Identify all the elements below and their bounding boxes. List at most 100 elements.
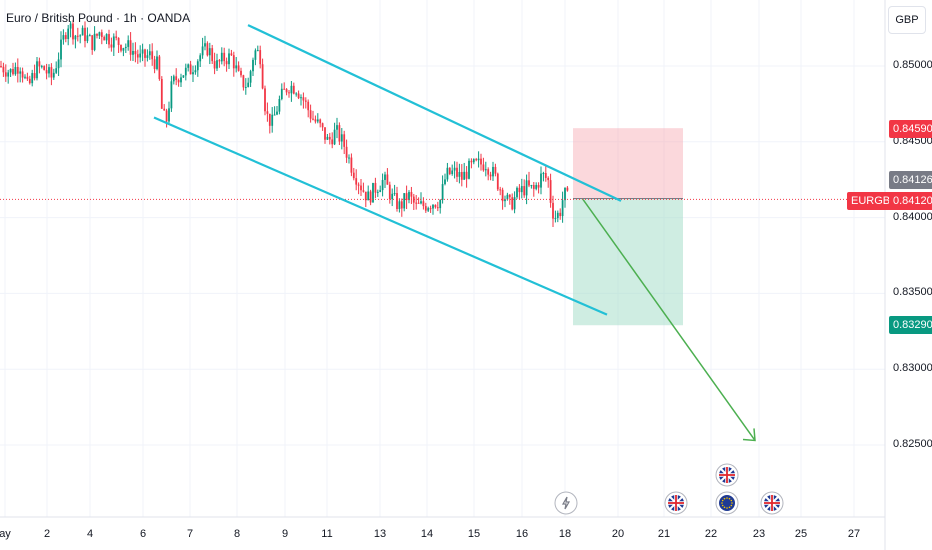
channel-lower-line[interactable] xyxy=(153,116,608,316)
candle-body xyxy=(480,158,482,165)
channel-upper-line[interactable] xyxy=(247,24,622,202)
candle-body xyxy=(412,196,415,203)
prev-close-tag: 0.84126 xyxy=(889,171,932,189)
candle-body xyxy=(208,48,211,56)
candle-body xyxy=(441,184,444,200)
candle-body xyxy=(494,166,497,174)
candle-body xyxy=(36,61,38,79)
candle-body xyxy=(172,76,175,82)
candle-body xyxy=(158,56,161,79)
candle-body xyxy=(228,53,230,65)
candle-body xyxy=(62,35,65,40)
candle-body xyxy=(499,189,502,191)
candle-body xyxy=(204,43,206,47)
currency-selector[interactable]: GBP xyxy=(888,6,926,34)
candle-body xyxy=(458,172,461,177)
candle-body xyxy=(496,173,499,190)
projection-arrow-line[interactable] xyxy=(582,198,756,441)
candle-body xyxy=(223,52,226,62)
candle-body xyxy=(511,197,514,210)
candle-body xyxy=(338,125,341,142)
candle-body xyxy=(117,37,120,45)
candle-body xyxy=(72,23,74,40)
candle-body xyxy=(417,202,420,204)
uk-flag-icon[interactable] xyxy=(664,491,688,515)
candle-body xyxy=(184,67,187,76)
candle-body xyxy=(439,199,442,209)
drawing-lines[interactable] xyxy=(0,24,885,442)
time-tick-label: 7 xyxy=(186,528,194,540)
candle-body xyxy=(328,136,331,140)
candle-body xyxy=(396,193,398,209)
candle-body xyxy=(319,119,322,124)
candle-body xyxy=(141,49,144,54)
candle-body xyxy=(244,87,247,89)
candle-body xyxy=(91,35,94,50)
candlestick-series xyxy=(0,20,569,228)
candle-body xyxy=(564,187,566,201)
time-tick-label: 21 xyxy=(657,528,671,540)
candle-body xyxy=(381,179,384,191)
candle-body xyxy=(544,173,547,178)
candle-body xyxy=(271,114,274,126)
candle-body xyxy=(448,167,451,174)
candle-body xyxy=(31,73,34,84)
candle-body xyxy=(165,110,168,122)
candle-body xyxy=(321,123,324,128)
candle-body xyxy=(259,50,262,65)
time-tick-label: 9 xyxy=(281,528,289,540)
candle-body xyxy=(38,61,41,67)
candle-body xyxy=(362,190,365,192)
candle-body xyxy=(525,180,528,196)
candle-body xyxy=(508,194,511,198)
time-tick-label: 15 xyxy=(467,528,481,540)
candle-body xyxy=(256,50,259,52)
time-tick-label: 13 xyxy=(373,528,387,540)
candle-body xyxy=(528,180,530,186)
stop-loss-zone[interactable] xyxy=(573,128,683,199)
candle-body xyxy=(120,44,122,51)
candle-body xyxy=(357,184,360,186)
economic-events[interactable] xyxy=(554,463,784,515)
candle-body xyxy=(177,80,180,83)
candle-body xyxy=(283,88,286,90)
eu-flag-icon[interactable] xyxy=(715,491,739,515)
candle-body xyxy=(96,33,98,36)
candle-body xyxy=(74,35,77,40)
candle-body xyxy=(153,59,156,69)
candle-body xyxy=(81,27,84,36)
symbol-legend[interactable]: Euro / British Pound · 1h · OANDA xyxy=(6,11,191,25)
candle-body xyxy=(290,85,293,94)
candle-body xyxy=(292,85,295,94)
candle-body xyxy=(350,157,353,173)
star xyxy=(721,502,723,504)
uk-flag-icon[interactable] xyxy=(760,491,784,515)
position-zones[interactable] xyxy=(573,128,683,326)
projection-arrow-head[interactable] xyxy=(742,428,756,442)
candle-body xyxy=(21,71,24,78)
candle-body xyxy=(278,98,281,112)
candle-body xyxy=(247,82,250,88)
candle-body xyxy=(196,61,199,71)
candle-body xyxy=(43,66,46,71)
candle-body xyxy=(16,66,19,74)
candle-body xyxy=(307,101,310,111)
candle-body xyxy=(266,111,269,114)
candle-body xyxy=(343,134,346,147)
candle-body xyxy=(112,36,115,48)
candle-body xyxy=(264,88,266,112)
symbol-tag: EURGBP xyxy=(847,192,902,210)
event-ring xyxy=(554,491,578,515)
candle-body xyxy=(468,160,470,179)
uk-flag-icon[interactable] xyxy=(715,463,739,487)
candle-body xyxy=(523,186,526,196)
candle-body xyxy=(424,206,427,211)
candle-body xyxy=(304,100,307,102)
candle-body xyxy=(69,23,72,29)
lightning-icon[interactable] xyxy=(554,491,578,515)
grid-lines xyxy=(0,0,885,517)
candle-body xyxy=(408,192,410,201)
time-tick-label: 2 xyxy=(43,528,51,540)
flag-disc xyxy=(719,495,735,511)
